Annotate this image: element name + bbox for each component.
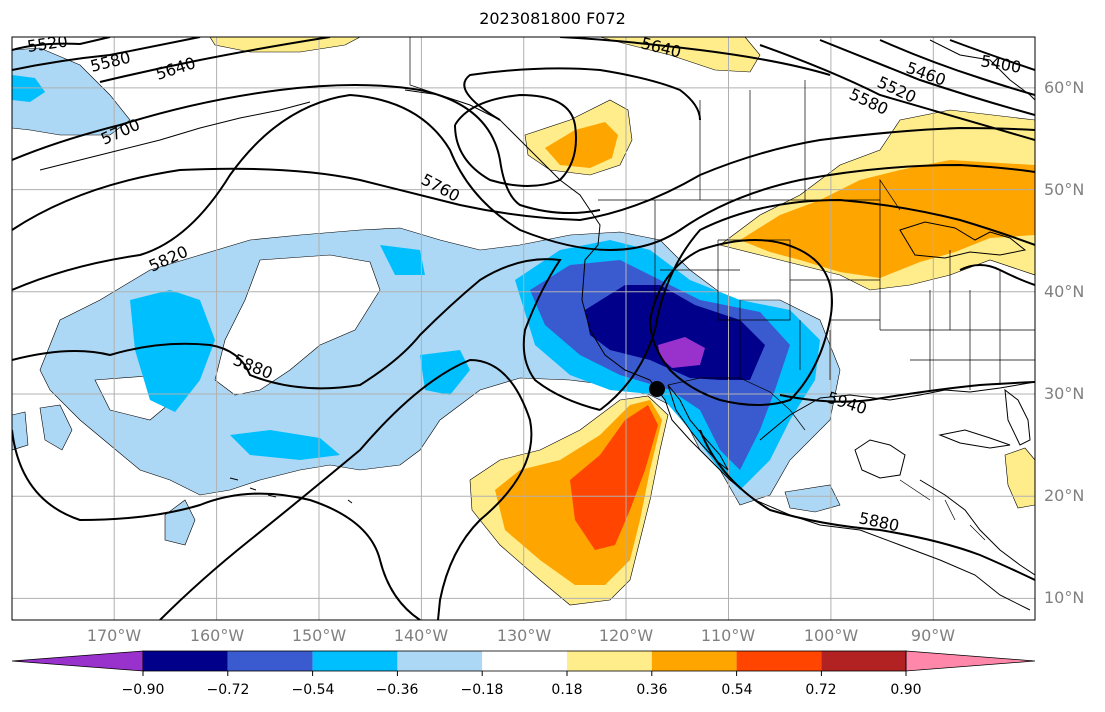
colorbar-extend-low (11, 650, 144, 672)
contour-5940 (649, 239, 833, 406)
lat-label-60n: 60°N (1044, 78, 1085, 97)
colorbar-tick-label: 0.54 (721, 682, 753, 698)
map-title: 2023081800 F072 (479, 9, 626, 28)
coast-central-america (919, 479, 1035, 576)
colorbar-segment (821, 651, 906, 671)
coast-hawaii (229, 477, 353, 504)
colorbar-tick-label: 0.90 (890, 682, 922, 698)
lat-label-10n: 10°N (1044, 588, 1085, 607)
contour-5760-low (463, 67, 701, 121)
colorbar-segment (736, 651, 822, 671)
lon-label-90w: 90°W (910, 626, 956, 645)
coastlines (39, 39, 1035, 611)
lon-label-160w: 160°W (189, 626, 245, 645)
coast-alaska-canada (404, 89, 1031, 611)
shade-redorange-subtropic (570, 405, 658, 550)
contour-5880-north (12, 258, 601, 411)
lat-label-40n: 40°N (1044, 282, 1085, 301)
storm-center-marker (649, 381, 665, 397)
contour-5520-west (12, 37, 111, 51)
coast-yucatan (854, 439, 906, 479)
lon-label-120w: 120°W (598, 626, 654, 645)
colorbar-tick-label: −0.90 (121, 682, 165, 698)
border-us-canada (598, 178, 901, 211)
lon-label-130w: 130°W (496, 626, 552, 645)
shade-light-blue-west-1 (39, 404, 73, 451)
colorbar-tick-label: 0.36 (636, 682, 668, 698)
lon-label-110w: 110°W (700, 626, 756, 645)
colorbar-tick-label: −0.54 (291, 682, 335, 698)
colorbar-segment (567, 651, 652, 671)
contour-5640-west (99, 37, 331, 83)
colorbar-segment (651, 651, 737, 671)
shade-light-blue-alaska (12, 47, 131, 136)
lon-label-170w: 170°W (86, 626, 142, 645)
contour-5880-south (12, 429, 421, 620)
border-us-states (654, 200, 1035, 390)
shade-yellow-caribbean (1004, 447, 1035, 509)
coast-gulf-of-mexico (759, 381, 1035, 441)
contour-5760 (12, 126, 1035, 231)
contour-5580-west (12, 37, 201, 71)
contour-label: 5520 (26, 31, 69, 55)
height-contours (12, 37, 1035, 620)
shade-yellow-north-center (599, 37, 761, 73)
lon-label-140w: 140°W (393, 626, 449, 645)
contour-5700 (12, 84, 601, 215)
lon-label-100w: 100°W (803, 626, 859, 645)
border-us-mexico (667, 377, 806, 431)
contour-5820 (12, 93, 1035, 291)
coast-hudson-bay (929, 39, 1035, 101)
negative-anomaly-shading (12, 47, 841, 546)
shade-light-blue-hole (214, 254, 381, 396)
colorbar-segment (227, 651, 313, 671)
graticule (12, 37, 1035, 620)
colorbar-extend-high (905, 650, 1036, 672)
colorbar-segment (143, 651, 228, 671)
shade-mid-blue-west (130, 290, 215, 412)
map-plot-area: 5520 5580 5640 5700 5760 5820 5880 5640 … (12, 31, 1035, 620)
contour-5400-east (949, 39, 1035, 71)
lon-label-150w: 150°W (291, 626, 347, 645)
shade-navy-core (585, 285, 765, 380)
colorbar (11, 650, 1036, 676)
shade-light-blue-west-2 (12, 411, 29, 451)
colorbar-tick-label: −0.36 (375, 682, 419, 698)
contour-5580-east (759, 44, 1035, 141)
colorbar-segment (312, 651, 398, 671)
contour-5880-sw (159, 358, 533, 620)
colorbar-tick-label: 0.18 (551, 682, 583, 698)
shade-mid-blue-north (380, 245, 425, 275)
map-frame (11, 36, 1036, 621)
colorbar-tick-label: −0.72 (206, 682, 250, 698)
shade-mid-blue-south (230, 430, 340, 460)
colorbar-segment (397, 651, 483, 671)
colorbar-frame (142, 650, 907, 672)
lat-label-50n: 50°N (1044, 180, 1085, 199)
contour-5880-east (599, 198, 1035, 411)
coast-aleutians (39, 101, 311, 171)
coast-great-lakes (899, 221, 1027, 259)
coast-cuba (938, 429, 1011, 449)
coast-baja (667, 384, 729, 471)
contour-5640-east (559, 37, 831, 76)
lat-label-30n: 30°N (1044, 384, 1085, 403)
coast-florida (1004, 388, 1031, 446)
shade-mid-blue-alaska (12, 75, 45, 102)
shade-orange-gulf-alaska (545, 122, 618, 168)
colorbar-segment (482, 651, 567, 671)
contour-5460-east (879, 39, 1035, 96)
contour-5520-east (819, 39, 1035, 116)
contour-5880-se (699, 429, 1035, 581)
colorbar-tick-label: −0.18 (460, 682, 504, 698)
border-central-america (899, 479, 986, 541)
colorbar-tick-label: 0.72 (805, 682, 837, 698)
contour-5940-east (779, 381, 1035, 403)
shade-purple-core (658, 337, 705, 368)
lat-label-20n: 20°N (1044, 486, 1085, 505)
shade-light-blue-gulf (784, 484, 841, 513)
contour-se-small (959, 264, 1035, 286)
contour-5760-ring (454, 93, 577, 187)
